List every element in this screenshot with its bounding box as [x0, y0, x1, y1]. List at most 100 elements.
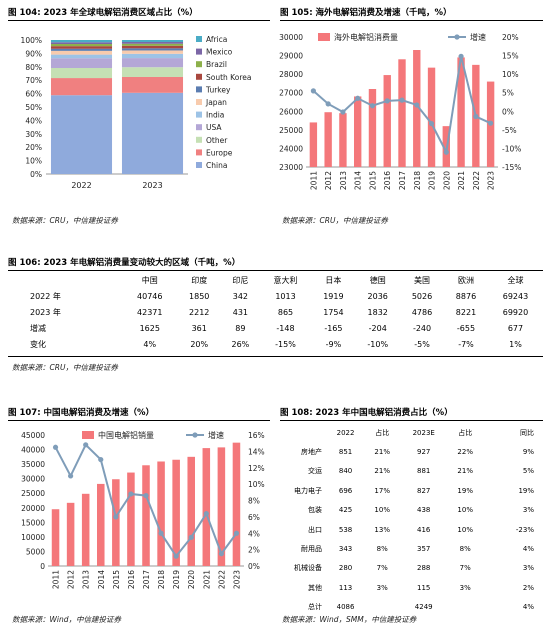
y-tick-label: 28000	[279, 70, 303, 79]
y-tick-label: 29000	[279, 52, 303, 61]
table-cell: 425	[338, 506, 353, 515]
table-cell: -15%	[275, 339, 296, 349]
x-tick-label: 2023	[142, 181, 162, 190]
line-point	[310, 88, 316, 94]
bar-segment	[50, 40, 113, 43]
table-header-cell: 印度	[191, 275, 208, 285]
bar	[383, 75, 391, 167]
y-tick-label: 0%	[30, 170, 42, 179]
y2-tick-label: 14%	[248, 447, 265, 456]
table-header-cell: 美国	[414, 275, 431, 285]
table-cell: 8221	[455, 307, 477, 317]
y2-tick-label: 10%	[502, 70, 519, 79]
bar	[398, 59, 406, 167]
bar	[368, 89, 377, 167]
line-point	[369, 103, 376, 109]
table-cell: 4%	[143, 339, 157, 349]
y2-tick-label: 10%	[248, 480, 265, 489]
legend-swatch	[196, 124, 202, 131]
x-tick-label: 2016	[127, 570, 136, 589]
bar-segment	[50, 54, 113, 59]
bar-segment	[50, 42, 113, 45]
bar	[112, 479, 120, 566]
x-tick-label: 2019	[172, 570, 181, 589]
table-cell: 2036	[367, 291, 388, 301]
table-cell: 5026	[411, 291, 433, 301]
table-cell: 8%	[376, 545, 388, 554]
table-cell: 3%	[522, 506, 534, 515]
table-cell: 69920	[502, 307, 529, 317]
table-cell: 20%	[190, 339, 209, 349]
legend-label: South Korea	[206, 73, 251, 82]
fig108-title-rule	[280, 420, 543, 421]
table-cell: 3%	[522, 564, 534, 573]
table-header-cell: 同比	[520, 428, 534, 437]
y2-tick-label: -15%	[502, 163, 521, 172]
table-row: 其他 113 3% 115 3% 2%	[278, 578, 544, 597]
table-cell: -240	[412, 323, 432, 333]
fig107-title: 图 107: 中国电解铝消费及增速（%）	[8, 408, 155, 418]
y2-tick-label: 2%	[248, 546, 260, 555]
y-tick-label: 27000	[279, 89, 303, 98]
table-cell: 8%	[459, 545, 471, 554]
table-header-cell: 全球	[507, 275, 524, 285]
y-tick-label: 40%	[25, 116, 42, 125]
table-cell: 4086	[336, 603, 355, 612]
table-cell: 7%	[459, 564, 471, 573]
x-tick-label: 2015	[112, 570, 121, 589]
x-tick-label: 2013	[82, 570, 91, 589]
table-row-label: 耐用品	[301, 545, 322, 554]
y-tick-label: 23000	[279, 163, 303, 172]
table-cell: 4%	[522, 545, 534, 554]
table-row: 变化 4% 20% 26% -15% -9% -10% -5% -7% 1%	[8, 336, 543, 352]
table-cell: 4%	[522, 603, 534, 612]
table-cell: 26%	[231, 339, 250, 349]
line-point	[340, 109, 346, 115]
y2-tick-label: 16%	[248, 431, 265, 440]
bar-segment	[50, 58, 113, 69]
table-row-label: 出口	[308, 525, 322, 534]
bar-segment	[50, 95, 113, 174]
table-cell: 2212	[189, 307, 210, 317]
fig108-source: 数据来源：Wind，SMM，中信建投证券	[282, 615, 417, 624]
table-cell: 9%	[522, 448, 534, 457]
table-header-row: 中国 印度 印尼 意大利 日本 德国 美国 欧洲 全球	[8, 272, 543, 288]
bar-segment	[50, 68, 113, 79]
bar	[202, 448, 211, 566]
legend-label: 增速	[208, 430, 224, 440]
table-row-label: 交运	[308, 467, 322, 476]
y-tick-label: 30%	[25, 130, 42, 139]
legend-label: USA	[206, 123, 222, 132]
x-tick-label: 2020	[187, 570, 196, 589]
y-tick-label: 24000	[279, 144, 303, 153]
x-tick-label: 2014	[354, 171, 363, 190]
y2-tick-label: 4%	[248, 529, 260, 538]
table-cell: 1919	[323, 291, 344, 301]
table-cell: 1754	[323, 307, 344, 317]
x-tick-label: 2021	[457, 171, 466, 190]
y2-tick-label: 12%	[248, 464, 265, 473]
table-cell: 840	[338, 467, 353, 476]
table-cell: -165	[324, 323, 343, 333]
table-header-cell: 印尼	[232, 275, 249, 285]
bar-segment	[121, 42, 184, 44]
fig106-title-rule	[8, 270, 543, 271]
y2-tick-label: 15%	[502, 52, 519, 61]
line-point	[384, 98, 390, 104]
bar-segment	[50, 50, 113, 55]
table-row-label: 机械设备	[294, 564, 322, 573]
bar-segment	[50, 46, 113, 49]
legend-swatch	[196, 48, 202, 55]
table-row: 交运 840 21% 881 21% 5%	[278, 462, 544, 481]
table-row: 增减 1625 361 89 -148 -165 -204 -240 -655 …	[8, 320, 543, 336]
x-tick-label: 2022	[472, 171, 481, 190]
table-cell: 19%	[518, 486, 534, 495]
table-cell: 881	[417, 467, 431, 476]
table-row-label: 2023 年	[30, 307, 61, 317]
table-cell: 851	[338, 448, 353, 457]
table-row-label: 房地产	[301, 448, 322, 457]
legend-swatch	[196, 136, 202, 143]
line-point	[458, 53, 464, 59]
table-row-label: 增减	[30, 323, 46, 333]
